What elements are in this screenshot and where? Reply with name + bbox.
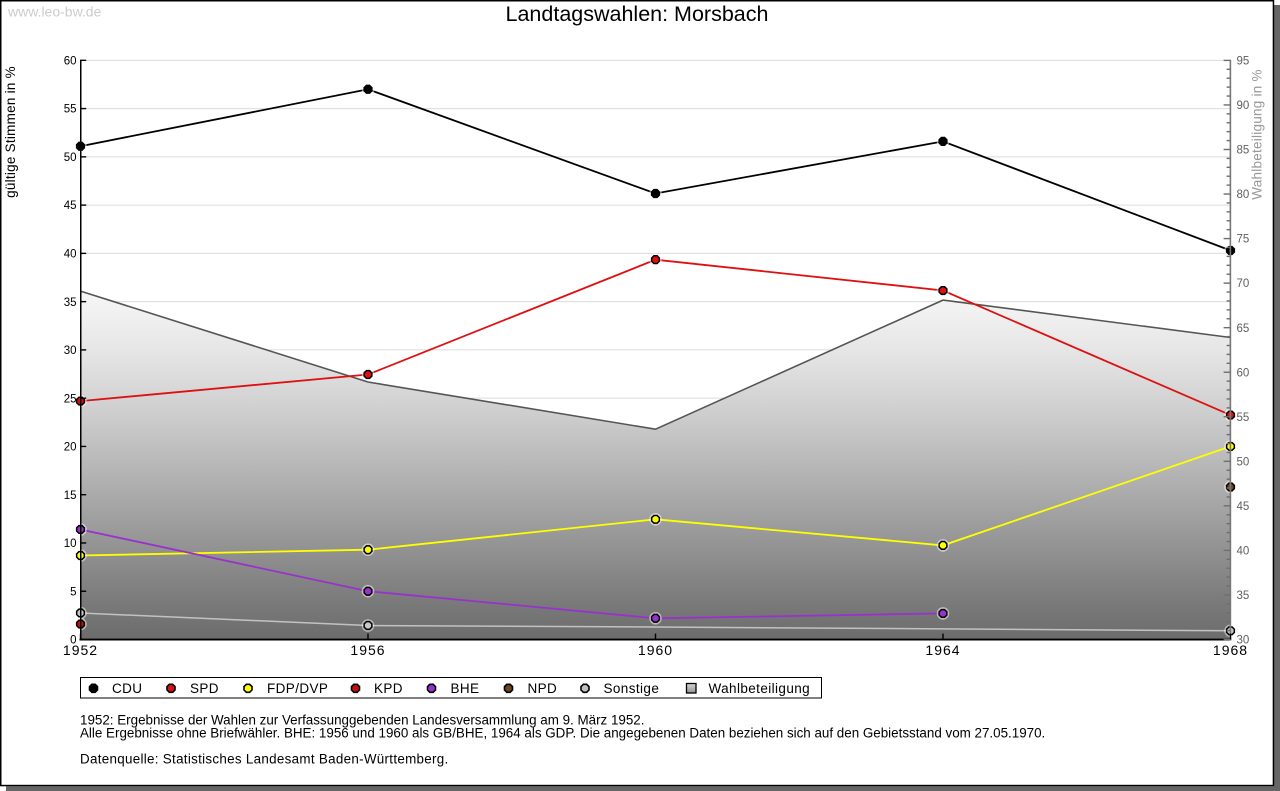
svg-text:10: 10 (64, 538, 77, 550)
svg-text:5: 5 (70, 586, 76, 598)
svg-text:SPD: SPD (190, 681, 219, 696)
svg-text:1960: 1960 (638, 642, 673, 658)
svg-text:Landtagswahlen: Morsbach: Landtagswahlen: Morsbach (506, 2, 769, 26)
svg-text:25: 25 (64, 393, 77, 405)
svg-text:1956: 1956 (350, 642, 385, 658)
svg-text:80: 80 (1237, 189, 1250, 201)
svg-text:Wahlbeteiligung: Wahlbeteiligung (709, 681, 811, 696)
svg-text:40: 40 (1237, 546, 1250, 558)
svg-text:75: 75 (1237, 234, 1250, 246)
svg-text:60: 60 (1237, 367, 1250, 379)
svg-text:1952: Ergebnisse der Wahlen zu: 1952: Ergebnisse der Wahlen zur Verfassu… (80, 713, 644, 728)
svg-text:30: 30 (1237, 635, 1250, 647)
svg-text:KPD: KPD (374, 681, 403, 696)
svg-text:40: 40 (64, 248, 77, 260)
svg-text:30: 30 (64, 345, 77, 357)
svg-text:CDU: CDU (112, 681, 142, 696)
svg-text:1968: 1968 (1213, 642, 1248, 658)
svg-text:0: 0 (70, 635, 76, 647)
svg-text:50: 50 (1237, 456, 1250, 468)
svg-text:1952: 1952 (63, 642, 98, 658)
svg-text:70: 70 (1237, 278, 1250, 290)
svg-text:Alle Ergebnisse ohne Briefwähl: Alle Ergebnisse ohne Briefwähler. BHE: 1… (80, 726, 1045, 741)
svg-text:1964: 1964 (925, 642, 960, 658)
svg-text:95: 95 (1237, 56, 1250, 68)
svg-text:20: 20 (64, 442, 77, 454)
svg-text:BHE: BHE (451, 681, 480, 696)
svg-text:45: 45 (1237, 501, 1250, 513)
svg-text:45: 45 (64, 200, 77, 212)
svg-text:90: 90 (1237, 100, 1250, 112)
svg-text:Sonstige: Sonstige (604, 681, 660, 696)
svg-text:NPD: NPD (528, 681, 558, 696)
svg-text:85: 85 (1237, 145, 1250, 157)
svg-text:65: 65 (1237, 323, 1250, 335)
svg-text:FDP/DVP: FDP/DVP (267, 681, 328, 696)
svg-text:15: 15 (64, 490, 77, 502)
svg-text:35: 35 (64, 297, 77, 309)
svg-text:60: 60 (64, 55, 77, 67)
svg-text:55: 55 (1237, 412, 1250, 424)
svg-text:gültige Stimmen in %: gültige Stimmen in % (3, 66, 18, 198)
svg-text:Wahlbeteiligung in %: Wahlbeteiligung in % (1250, 69, 1265, 200)
svg-text:www.leo-bw.de: www.leo-bw.de (7, 4, 102, 20)
svg-text:55: 55 (64, 104, 77, 116)
svg-text:Datenquelle: Statistisches Lan: Datenquelle: Statistisches Landesamt Bad… (80, 752, 449, 767)
svg-text:35: 35 (1237, 590, 1250, 602)
svg-text:50: 50 (64, 152, 77, 164)
